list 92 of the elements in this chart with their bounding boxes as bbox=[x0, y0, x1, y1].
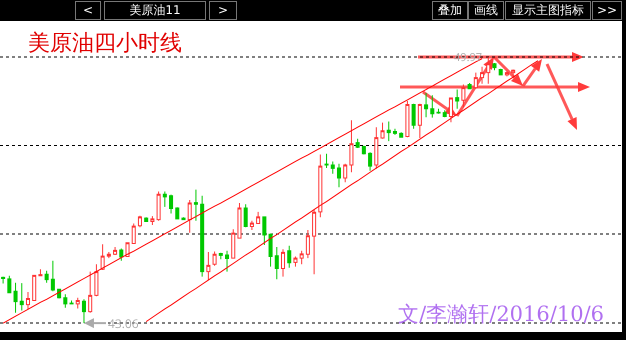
candlestick bbox=[293, 256, 298, 268]
candlestick bbox=[119, 248, 124, 262]
candlestick bbox=[436, 108, 441, 114]
candlestick bbox=[356, 138, 360, 149]
candlestick bbox=[94, 264, 98, 297]
text: 画线 bbox=[468, 1, 504, 20]
candlestick bbox=[32, 274, 36, 301]
candlestick bbox=[312, 209, 316, 275]
candlestick bbox=[486, 56, 490, 84]
candlestick bbox=[511, 69, 516, 78]
candlestick bbox=[88, 271, 92, 314]
candlestick bbox=[362, 145, 366, 156]
candlestick bbox=[20, 282, 24, 311]
candlestick bbox=[287, 245, 292, 268]
candlestick bbox=[318, 154, 322, 218]
candlestick bbox=[194, 189, 198, 222]
candlestick bbox=[480, 66, 484, 84]
candlestick bbox=[212, 251, 217, 266]
candlestick bbox=[368, 152, 372, 172]
candlestick bbox=[26, 291, 30, 310]
candlestick bbox=[274, 246, 279, 280]
text: 叠加 bbox=[432, 1, 468, 20]
candlestick bbox=[324, 153, 329, 169]
candlestick bbox=[380, 122, 385, 140]
candlestick bbox=[306, 230, 310, 259]
candlestick bbox=[424, 92, 428, 118]
candlestick bbox=[169, 194, 174, 214]
candlestick bbox=[156, 191, 161, 222]
candlestick bbox=[399, 132, 404, 138]
candlestick bbox=[504, 70, 509, 77]
candlestick bbox=[336, 163, 342, 188]
candlestick bbox=[70, 300, 74, 305]
candlestick bbox=[7, 275, 12, 294]
candlestick bbox=[405, 100, 410, 138]
candlestick bbox=[498, 68, 503, 76]
candlestick bbox=[430, 94, 434, 118]
candlestick bbox=[492, 62, 497, 71]
candlestick bbox=[231, 228, 236, 259]
candlestick bbox=[14, 282, 18, 314]
candlestick bbox=[250, 220, 254, 230]
candlestick bbox=[82, 298, 86, 324]
candlestick bbox=[1, 276, 6, 284]
candlestick bbox=[162, 191, 167, 208]
candlestick bbox=[200, 195, 204, 278]
candlestick bbox=[468, 82, 472, 90]
candlestick bbox=[392, 128, 397, 136]
candlestick bbox=[218, 252, 223, 260]
annotation: 49.97 bbox=[454, 50, 482, 65]
candlestick bbox=[50, 260, 55, 292]
candlestick bbox=[418, 103, 422, 139]
candlestick bbox=[237, 202, 242, 239]
candlestick bbox=[225, 250, 230, 272]
candlestick bbox=[206, 251, 210, 281]
text: < bbox=[75, 1, 101, 20]
candlestick bbox=[38, 268, 42, 276]
candlestick bbox=[175, 206, 180, 220]
candlestick bbox=[262, 216, 266, 246]
candlestick bbox=[349, 120, 354, 173]
text: > bbox=[209, 1, 237, 20]
candlestick bbox=[132, 222, 136, 244]
candlestick bbox=[106, 251, 111, 259]
candlestick bbox=[268, 232, 273, 268]
candlestick bbox=[100, 244, 105, 271]
candlestick bbox=[63, 294, 68, 308]
candlestick bbox=[300, 250, 304, 265]
text: 美原油11 bbox=[104, 1, 206, 20]
candlestick bbox=[125, 242, 130, 258]
candlestick bbox=[188, 199, 192, 234]
candlestick bbox=[280, 248, 286, 278]
candlestick bbox=[412, 103, 416, 130]
candlestick bbox=[113, 246, 118, 256]
candlestick bbox=[150, 216, 154, 226]
candlestick bbox=[343, 163, 348, 183]
text: >> bbox=[592, 1, 622, 20]
candlestick bbox=[44, 270, 49, 284]
candlestick bbox=[374, 126, 378, 170]
text: 美原油四小时线 bbox=[28, 30, 182, 58]
candlestick bbox=[455, 89, 460, 110]
annotation: 文/李瀚轩/2016/10/6 bbox=[398, 301, 604, 328]
candlestick bbox=[442, 110, 447, 118]
candlestick bbox=[138, 215, 142, 228]
candlestick bbox=[461, 84, 466, 108]
candlestick bbox=[474, 72, 478, 90]
candlestick bbox=[256, 211, 260, 224]
candlestick bbox=[244, 204, 248, 228]
annotation: 43.06 bbox=[108, 315, 139, 332]
candlestick bbox=[330, 160, 335, 174]
candlestick bbox=[76, 297, 80, 310]
text: 显示主图指标 bbox=[505, 1, 591, 20]
candlestick bbox=[448, 97, 453, 123]
candlestick bbox=[144, 216, 148, 222]
candlestick bbox=[386, 120, 391, 142]
